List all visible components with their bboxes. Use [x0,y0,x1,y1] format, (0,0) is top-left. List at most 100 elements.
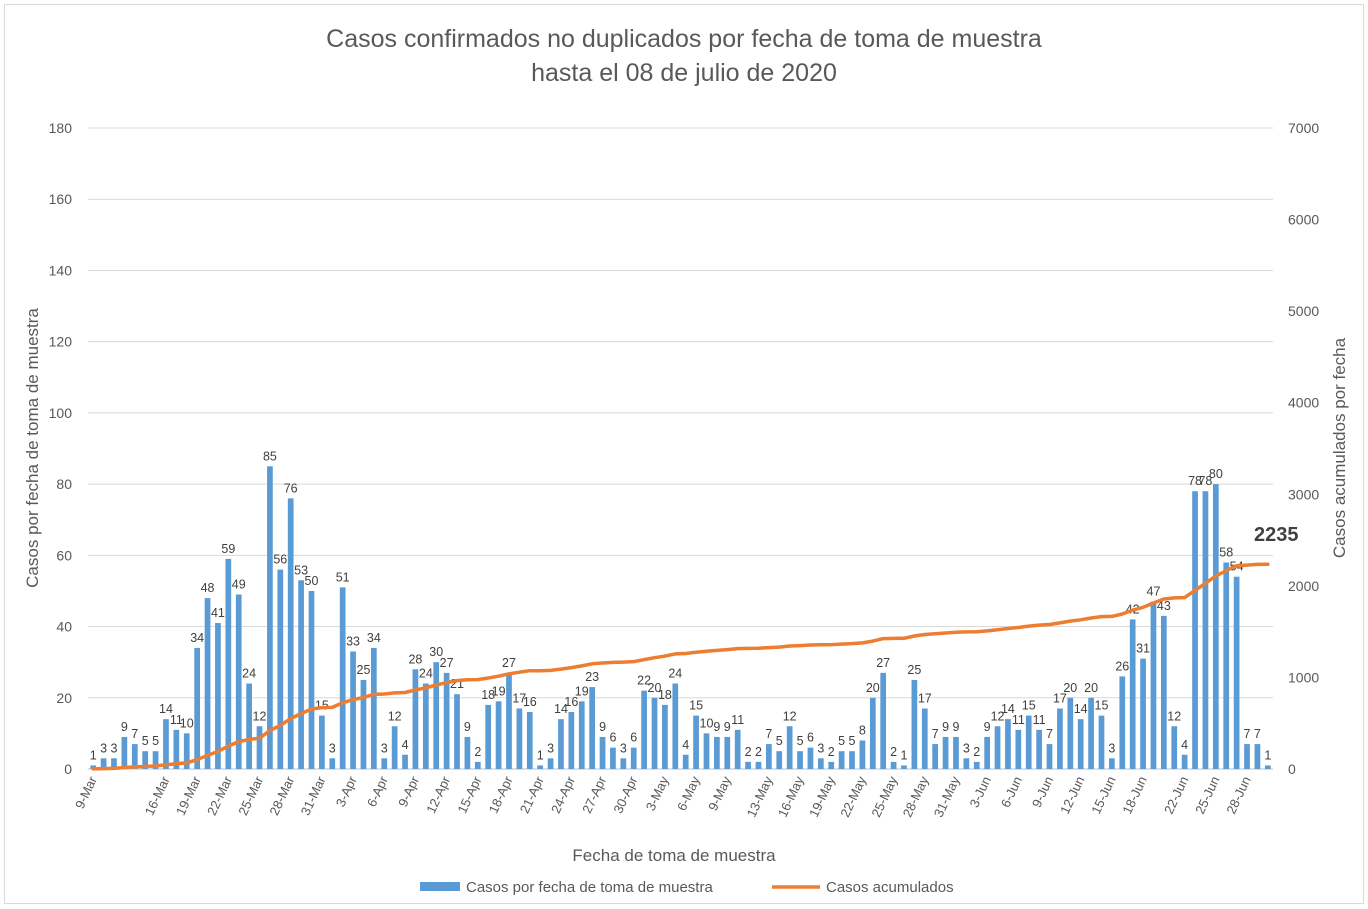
bar-value-label: 11 [170,713,183,727]
bar [1098,715,1105,769]
bar-value-label: 80 [1209,467,1223,481]
bar [1181,754,1188,769]
bar-value-label: 1 [1264,748,1271,762]
bar [1160,615,1167,769]
bar-value-label: 56 [273,553,287,567]
bar [194,647,201,769]
bar [537,765,544,769]
bar-value-label: 34 [367,631,381,645]
line-series [91,562,1270,771]
bar-value-label: 5 [797,734,804,748]
bar [1233,576,1240,769]
bar-value-label: 5 [838,734,845,748]
y-left-tick-label: 60 [56,547,72,563]
bar-value-label: 2 [973,745,980,759]
bar [724,736,731,769]
bar [1067,697,1074,769]
bar-value-label: 1 [901,748,908,762]
x-tick-label: 6-May [674,773,703,813]
bar-value-label: 31 [1136,642,1150,656]
bar [267,466,273,769]
bar-value-label: 10 [180,716,194,730]
bar [1046,744,1053,769]
bar-value-label: 7 [765,727,772,741]
bar-value-label: 24 [242,667,256,681]
bar-value-label: 34 [190,631,204,645]
bar-value-label: 3 [1108,741,1115,755]
bar [734,729,741,769]
bar-value-label: 15 [315,699,329,713]
bar [163,719,169,769]
bar-value-label: 4 [402,738,409,752]
bar-value-label: 20 [648,681,662,695]
bar [714,736,720,769]
bar [433,662,440,769]
bar-value-label: 27 [502,656,516,670]
x-tick-label: 25-May [868,773,900,819]
y-left-tick-label: 100 [49,405,73,421]
bar-value-label: 19 [575,684,589,698]
bar-value-label: 53 [294,563,308,577]
bar [963,758,970,769]
bar [1025,715,1032,769]
x-tick-label: 15-Jun [1088,774,1118,816]
bar-value-label: 28 [408,652,422,666]
bar [849,751,855,769]
bar-value-label: 3 [547,741,554,755]
bar [391,726,398,769]
x-tick-label: 3-Jun [967,774,994,810]
bar [329,758,336,769]
bar-value-label: 20 [1063,681,1077,695]
bar [1212,484,1219,769]
bar-value-label: 15 [1095,699,1109,713]
bar [547,758,554,769]
bar-value-label: 18 [481,688,495,702]
bar-value-label: 10 [700,716,714,730]
bar [817,758,824,769]
bar-value-label: 9 [952,720,959,734]
bar [797,751,803,769]
bar-value-label: 6 [609,731,616,745]
x-tick-label: 28-Jun [1223,774,1253,816]
x-tick-label: 24-Apr [548,773,578,815]
gridlines [88,127,1273,770]
bar [1171,726,1178,769]
bar [942,736,949,769]
bar-value-label: 26 [1115,659,1129,673]
bar [994,726,1001,769]
bar-value-label: 3 [329,741,336,755]
bar [152,751,159,769]
x-tick-label: 9-Mar [72,773,100,811]
bar-value-label: 1 [90,748,97,762]
x-tick-label: 13-May [744,773,776,819]
bar [277,569,284,769]
y-right-tick-label: 7000 [1288,120,1319,136]
bar [765,744,772,769]
bar-value-label: 20 [866,681,880,695]
bar-value-label: 2 [474,745,481,759]
bar [225,558,232,769]
bar [630,747,637,769]
bar-value-label: 18 [658,688,672,702]
bar [880,672,887,769]
bar-value-label: 43 [1157,599,1171,613]
chart-subtitle: hasta el 08 de julio de 2020 [531,59,837,87]
bar-series [90,466,1271,769]
bar [568,712,575,769]
bar [1192,491,1198,769]
x-tick-label: 9-Apr [395,773,422,809]
y-left-tick-label: 180 [49,120,73,136]
bar [454,694,460,769]
x-tick-label: 22-Jun [1161,774,1191,816]
x-tick-label: 19-May [806,773,838,819]
bar [610,747,616,769]
bar-value-label: 3 [100,741,107,755]
bar-value-label: 12 [1167,709,1181,723]
bar [111,758,117,769]
bar [973,761,980,769]
bar [693,715,699,769]
bar-value-label: 5 [776,734,783,748]
bar [578,701,585,769]
